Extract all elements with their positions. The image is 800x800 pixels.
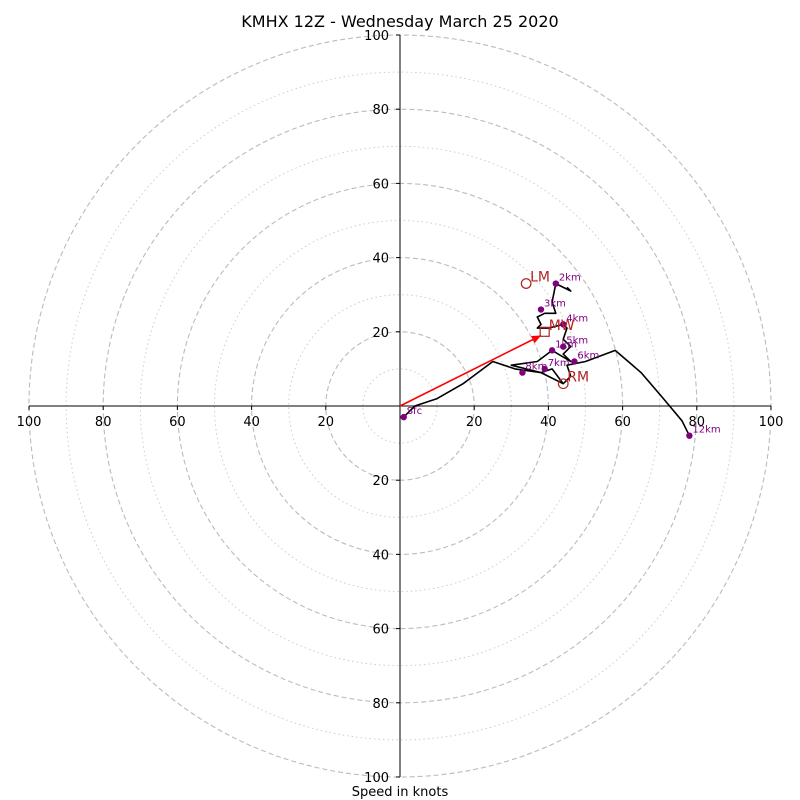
x-tick-label: 100 [17, 415, 42, 430]
height-marker-dot [560, 321, 567, 328]
height-marker: 2km [552, 273, 581, 287]
height-marker: 8km [519, 362, 547, 376]
x-tick-label: 40 [243, 415, 260, 430]
storm-motion-vector [399, 334, 542, 407]
motion-marker-label: MW [549, 318, 575, 334]
height-marker-dot [541, 365, 548, 373]
height-marker-label: 6km [577, 350, 599, 361]
x-tick-label: 60 [169, 415, 186, 430]
height-marker-label: 12km [692, 425, 720, 436]
y-tick-label: 20 [372, 474, 389, 489]
height-marker-label: 8km [525, 362, 547, 373]
vector-shaft [399, 334, 542, 407]
x-tick-label: 20 [318, 415, 335, 430]
height-marker-label: 5km [566, 336, 588, 347]
y-tick-label: 40 [372, 548, 389, 563]
height-marker: 4km [560, 313, 588, 328]
y-tick-label: 40 [372, 252, 389, 267]
y-tick-label: 80 [372, 103, 389, 118]
height-marker-label: 2km [559, 273, 581, 284]
height-marker: 12km [686, 425, 721, 439]
height-marker: 1km [548, 339, 577, 354]
motion-marker: RM [557, 370, 589, 390]
x-tick-label: 100 [759, 415, 784, 430]
tick-labels: 20 20 20 20 40 40 40 40 60 60 60 60 80 80 80 80 100 100 10… [17, 29, 784, 786]
height-marker-label: 7km [548, 358, 570, 369]
x-tick-label: 80 [95, 415, 112, 430]
height-marker-dot [686, 432, 693, 439]
height-marker-dot [571, 358, 578, 365]
vector-arrowhead [531, 335, 541, 344]
x-tick-label: 80 [689, 415, 706, 430]
height-marker-label: Sfc [407, 406, 422, 417]
x-axis-label: Speed in knots [352, 785, 449, 800]
y-tick-label: 100 [364, 771, 389, 786]
y-tick-label: 20 [372, 326, 389, 341]
x-tick-label: 20 [466, 415, 483, 430]
height-marker-label: 4km [566, 313, 588, 324]
x-tick-label: 60 [614, 415, 631, 430]
height-marker-dot [548, 347, 556, 354]
motion-marker-square [539, 326, 550, 337]
motion-markers: LM MW RM [520, 270, 589, 390]
height-marker-dot [552, 280, 560, 287]
motion-marker: LM [520, 270, 550, 289]
motion-marker-circle [557, 378, 569, 390]
height-marker-dot [537, 306, 545, 313]
height-marker: Sfc [400, 406, 422, 421]
height-marker-label: 3km [544, 299, 566, 310]
y-tick-label: 100 [364, 29, 389, 44]
x-tick-label: 40 [540, 415, 557, 430]
height-marker: 7km [541, 358, 570, 373]
motion-marker-label: RM [567, 370, 589, 386]
height-marker-dot [560, 343, 567, 350]
y-tick-label: 60 [372, 623, 389, 638]
y-tick-label: 80 [372, 697, 389, 712]
height-marker: 5km [560, 336, 588, 350]
y-tick-label: 60 [372, 177, 389, 192]
height-marker-label: 1km [555, 339, 577, 350]
height-marker-dot [400, 413, 407, 421]
height-marker-dot [519, 369, 526, 376]
height-marker: 3km [537, 299, 566, 313]
motion-marker-circle [520, 278, 532, 289]
chart-title: KMHX 12Z - Wednesday March 25 2020 [241, 12, 558, 31]
motion-marker: MW [539, 318, 575, 337]
height-marker: 6km [571, 350, 599, 365]
motion-marker-label: LM [530, 270, 550, 286]
